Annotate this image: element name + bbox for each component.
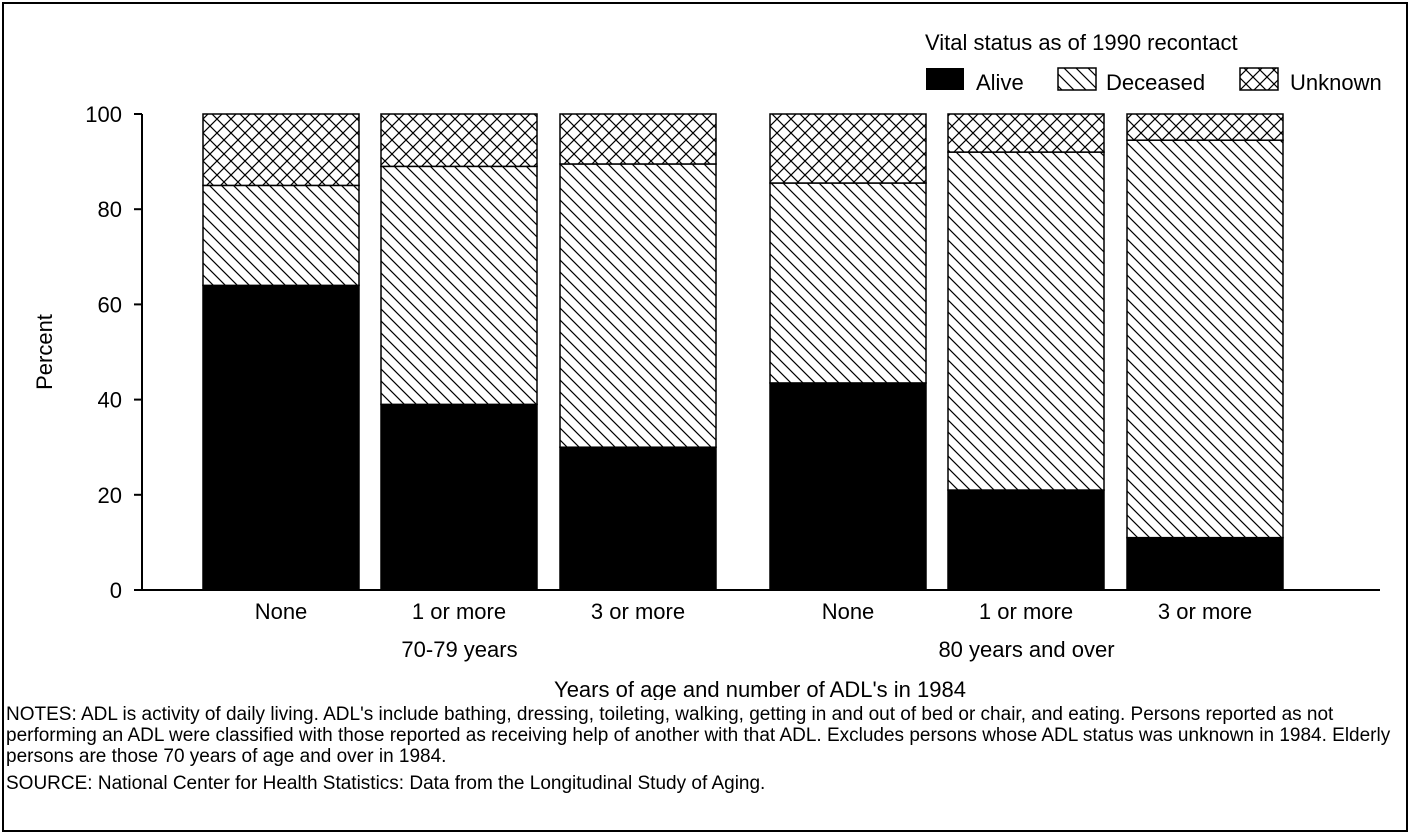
bar-segment-deceased-3	[769, 182, 927, 384]
bar-segment-unknown-1	[380, 113, 538, 168]
legend-label-deceased: Deceased	[1106, 70, 1205, 95]
x-tick-label: None	[822, 599, 875, 624]
legend-swatch-alive	[926, 68, 964, 90]
bar-segment-alive-1	[380, 403, 538, 591]
bar-segment-alive-3	[769, 382, 927, 591]
legend-swatch-unknown	[1239, 67, 1279, 91]
bar-segment-unknown-0	[202, 113, 360, 187]
y-tick-label: 80	[98, 197, 122, 222]
y-tick-label: 20	[98, 483, 122, 508]
y-tick-label: 60	[98, 292, 122, 317]
bar-segment-alive-2	[559, 446, 717, 591]
stacked-bar-chart: Vital status as of 1990 recontact Alive …	[32, 30, 1382, 700]
legend-label-alive: Alive	[976, 70, 1024, 95]
bar-segment-deceased-5	[1126, 139, 1284, 539]
notes-block: NOTES: ADL is activity of daily living. …	[6, 704, 1402, 794]
bar-segment-deceased-2	[559, 163, 717, 448]
source-text: SOURCE: National Center for Health Stati…	[6, 773, 766, 794]
bar-segment-alive-5	[1126, 536, 1284, 591]
x-tick-labels: None 1 or more 3 or more None 1 or more 3 or …	[255, 599, 1252, 624]
notes-text: NOTES: ADL is activity of daily living. …	[6, 704, 1391, 767]
bar-segment-alive-4	[947, 489, 1105, 591]
y-axis-label: Percent	[32, 314, 57, 390]
bars-layer	[202, 113, 1284, 591]
bar-segment-unknown-5	[1126, 113, 1284, 141]
y-tick-label: 100	[85, 102, 122, 127]
y-tick-label: 40	[98, 388, 122, 413]
x-tick-label: 1 or more	[979, 599, 1073, 624]
x-tick-label: 3 or more	[1158, 599, 1252, 624]
bar-segment-alive-0	[202, 284, 360, 591]
y-tick-label: 0	[110, 578, 122, 603]
x-tick-label: None	[255, 599, 308, 624]
legend-label-unknown: Unknown	[1290, 70, 1382, 95]
x-tick-label: 1 or more	[412, 599, 506, 624]
bar-segment-deceased-1	[380, 165, 538, 406]
legend-swatch-deceased	[1057, 67, 1097, 91]
bar-segment-unknown-2	[559, 113, 717, 165]
y-ticks: 0 20 40 60 80 100	[85, 102, 142, 603]
bar-segment-deceased-4	[947, 151, 1105, 491]
group-label-70-79: 70-79 years	[401, 637, 517, 662]
legend-title: Vital status as of 1990 recontact	[925, 30, 1238, 55]
bar-segment-deceased-0	[202, 184, 360, 287]
x-axis-label: Years of age and number of ADL's in 1984	[554, 677, 966, 700]
group-label-80-plus: 80 years and over	[938, 637, 1114, 662]
x-tick-label: 3 or more	[591, 599, 685, 624]
bar-segment-unknown-4	[947, 113, 1105, 153]
bar-segment-unknown-3	[769, 113, 927, 184]
